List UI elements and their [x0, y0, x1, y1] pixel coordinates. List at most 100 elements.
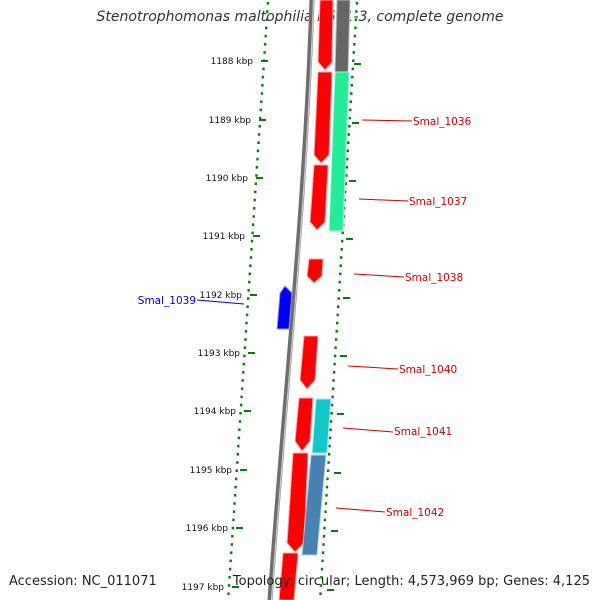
tick-dot-left [255, 166, 259, 169]
tick-dot-right [326, 469, 330, 472]
tick-dot-right [339, 264, 342, 267]
gene-red-smal-1042[interactable] [286, 452, 309, 553]
tick-dot-right [337, 305, 340, 308]
tick-dot-right [336, 321, 339, 325]
tick-dot-left [260, 100, 263, 103]
gene-red-smal-1040[interactable] [299, 335, 319, 390]
tick-dot-left [241, 379, 244, 382]
tick-dot-right [343, 198, 346, 202]
tick-dot-right [322, 535, 326, 538]
gene-label-smal-1037[interactable]: Smal_1037 [409, 196, 467, 208]
tick-dot-right [322, 543, 325, 546]
tick-dot-left [263, 43, 267, 46]
tick-dot-right [336, 313, 339, 317]
cds-teal-smal-1041[interactable] [311, 398, 332, 454]
tick-dot-right [319, 584, 323, 587]
gene-red-smal-1041[interactable] [294, 397, 314, 452]
tick-dot-right [352, 59, 355, 62]
tick-dot-right [351, 67, 354, 71]
tick-dot-left [239, 403, 243, 407]
gene-blue-smal-1039[interactable] [276, 285, 293, 330]
tick-dot-left [251, 223, 255, 226]
tick-dot-left [255, 174, 258, 177]
tick-dot-left [233, 502, 236, 505]
ruler-tick-labels: 1188 kbp 1189 kbp 1190 kbp 1191 kbp 1192 kbp… [182, 57, 361, 593]
tick-dot-right [352, 51, 355, 54]
genome-backbone-highlight [270, 0, 315, 600]
tick-dot-left [261, 84, 264, 87]
tick-dot-left [265, 18, 268, 21]
cds-steel-smal-1042[interactable] [301, 454, 327, 556]
gene-red-bottom[interactable] [278, 552, 299, 600]
gene-label-smal-1041[interactable]: Smal_1041 [394, 426, 452, 438]
tick-dot-right [345, 174, 348, 177]
tick-dot-left [229, 559, 232, 563]
tick-dot-left [228, 576, 231, 579]
gene-label-smal-1042[interactable]: Smal_1042 [386, 507, 444, 519]
gene-red-smal-1038[interactable] [306, 258, 324, 284]
tick-dot-right [327, 461, 330, 464]
ruler-tick-label: 1189 kbp [209, 116, 252, 126]
tick-dot-left [248, 272, 251, 276]
tick-dot-right [348, 125, 351, 128]
tick-dot-left [259, 116, 262, 120]
ruler-tick-label: 1193 kbp [198, 349, 241, 359]
tick-dot-right [333, 354, 337, 358]
gene-label-smal-1036[interactable]: Smal_1036 [413, 116, 472, 128]
tick-dot-right [348, 116, 351, 120]
tick-dot-right [334, 338, 338, 341]
tick-dot-left [257, 133, 261, 136]
tick-dot-left [238, 420, 242, 423]
tick-dot-right [325, 494, 328, 497]
tick-dot-left [230, 543, 233, 546]
tick-dot-right [344, 182, 347, 185]
cds-gray[interactable] [334, 0, 351, 73]
tick-dot-left [264, 34, 267, 38]
tick-dot-right [328, 444, 331, 448]
ruler-tick-label: 1194 kbp [194, 407, 237, 417]
tick-dot-right [349, 108, 352, 112]
tick-dot-right [355, 10, 358, 13]
tick-dot-right [331, 395, 334, 399]
tick-dot-left [261, 75, 265, 79]
tick-dot-right [323, 518, 327, 522]
tick-dot-left [263, 51, 266, 54]
tick-dot-right [326, 477, 329, 481]
tick-dot-left [260, 92, 264, 95]
tick-dot-right [346, 149, 349, 153]
gene-label-smal-1038[interactable]: Smal_1038 [405, 272, 463, 284]
gene-labels: Smal_1036 Smal_1037 Smal_1038 Smal_1039 Smal… [138, 116, 472, 519]
gene-red-smal-1036[interactable] [313, 71, 333, 164]
tick-dot-left [265, 26, 268, 30]
cds-green-smal-1036-1037[interactable] [328, 71, 350, 232]
tick-dots-right [319, 2, 359, 595]
tick-dot-left [254, 182, 257, 185]
tick-dot-left [250, 239, 254, 243]
gene-red-top[interactable] [317, 0, 334, 71]
ruler-tick-label: 1190 kbp [206, 174, 249, 184]
tick-dot-right [321, 551, 325, 554]
tick-dot-left [256, 149, 260, 153]
gene-red-smal-1037[interactable] [309, 164, 329, 231]
tick-dot-left [242, 362, 245, 366]
label-leaders [196, 119, 413, 513]
tick-dot-left [266, 10, 269, 13]
tick-dot-left [250, 248, 253, 251]
tick-dot-right [344, 190, 347, 194]
gene-label-smal-1040[interactable]: Smal_1040 [399, 364, 457, 376]
tick-dot-right [349, 100, 352, 103]
tick-dot-left [257, 141, 260, 144]
tick-dot-right [346, 157, 349, 161]
tick-dot-left [254, 190, 257, 194]
tick-dot-right [333, 362, 336, 366]
gene-label-smal-1039[interactable]: Smal_1039 [138, 295, 196, 307]
ruler-tick-label: 1192 kbp [200, 291, 243, 301]
tick-dot-left [248, 280, 251, 284]
tick-dot-left [237, 444, 240, 448]
tick-dot-left [253, 198, 256, 202]
tick-dot-right [327, 453, 331, 456]
tick-dot-left [244, 338, 247, 341]
tick-dot-left [252, 215, 255, 218]
tick-dot-left [243, 346, 247, 349]
